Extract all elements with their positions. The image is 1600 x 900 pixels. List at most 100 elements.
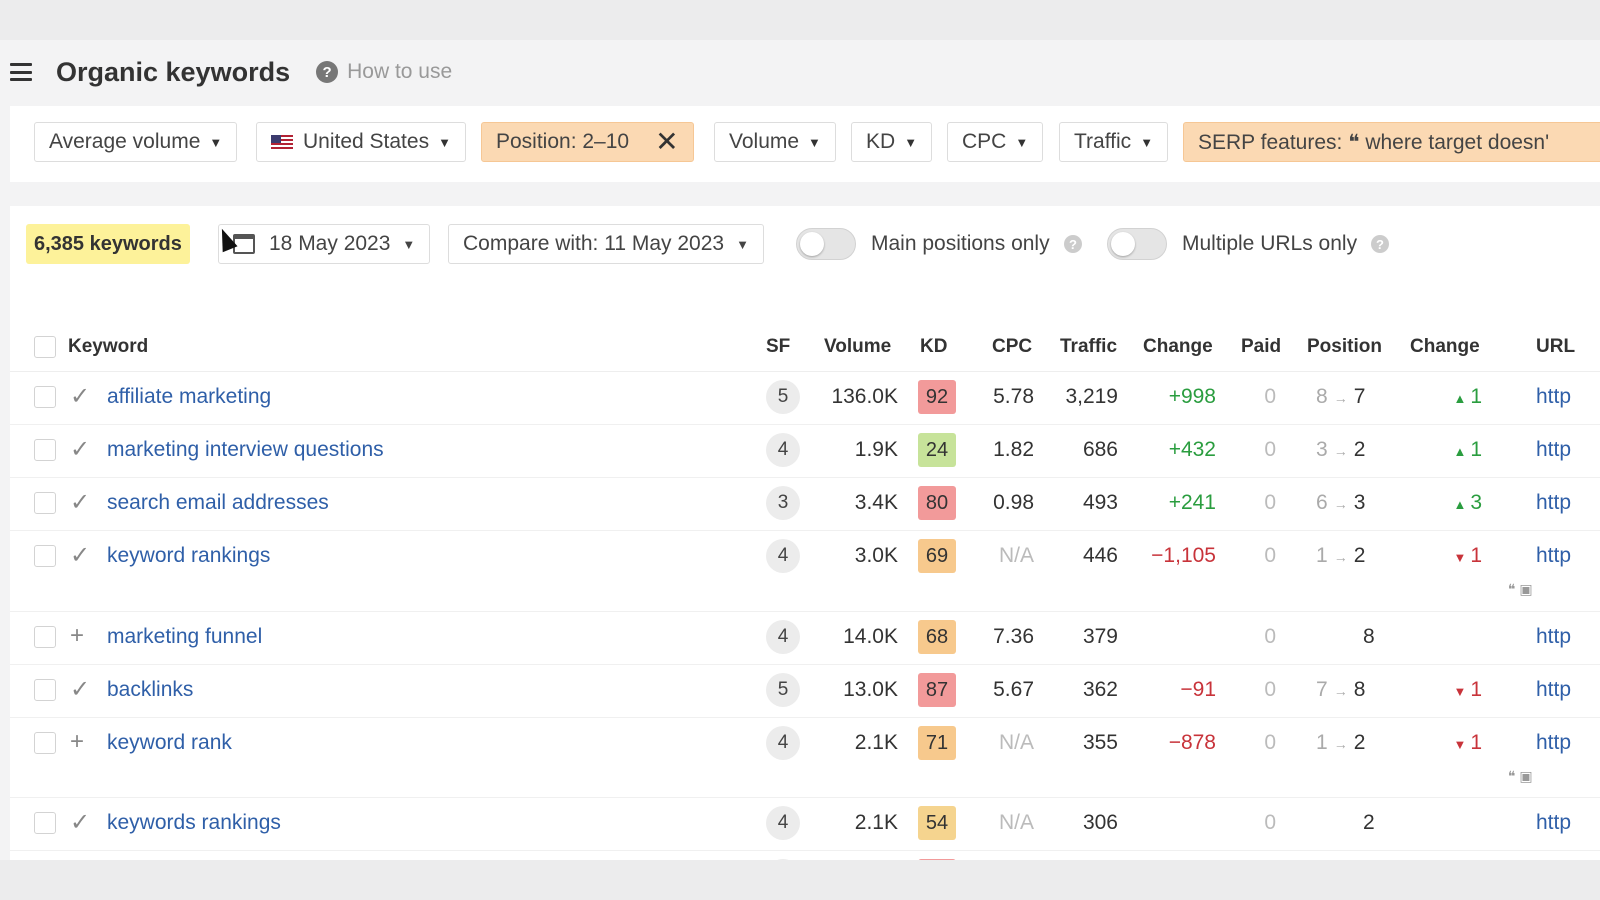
table-row[interactable]: ✓ backlinks 5 13.0K 87 5.67 362 −91 0 7 →…	[10, 665, 1600, 718]
multiple-urls-toggle[interactable]	[1107, 228, 1167, 260]
col-paid[interactable]: Paid	[1241, 336, 1282, 357]
check-icon[interactable]: ✓	[70, 489, 91, 516]
paid-value: 0	[1264, 731, 1276, 754]
kd-dropdown[interactable]: KD ▼	[851, 122, 933, 162]
how-to-use-link[interactable]: How to use	[347, 60, 453, 83]
serp-features-count[interactable]: 4	[766, 726, 800, 760]
main-positions-help-icon[interactable]: ?	[1064, 235, 1082, 253]
multiple-urls-label: Multiple URLs only	[1182, 232, 1358, 255]
help-icon[interactable]: ?	[316, 61, 339, 83]
triangle-up-icon: ▲	[1453, 497, 1467, 512]
col-volume[interactable]: Volume	[824, 336, 892, 357]
serp-features-count[interactable]: 4	[766, 859, 800, 860]
table-row[interactable]: ✓ how to do seo 4 2.6K 88 6.76 273 +55 0…	[10, 851, 1600, 860]
position-from: 1	[1316, 731, 1328, 754]
keyword-link[interactable]: backlinks	[107, 678, 194, 701]
arrow-right-icon: →	[1333, 736, 1348, 752]
col-url[interactable]: URL	[1536, 336, 1576, 357]
multiple-urls-help-icon[interactable]: ?	[1371, 235, 1389, 253]
volume-dropdown[interactable]: Volume ▼	[714, 122, 836, 162]
serp-features-filter[interactable]: SERP features: ❝ where target doesn'	[1183, 122, 1600, 162]
keyword-link[interactable]: keywords rankings	[107, 811, 281, 834]
url-link[interactable]: http	[1536, 811, 1572, 834]
serp-features-count[interactable]: 3	[766, 486, 800, 520]
serp-features-count[interactable]: 4	[766, 433, 800, 467]
url-link[interactable]: http	[1536, 438, 1572, 461]
cpc-value: 5.78	[993, 385, 1034, 408]
row-checkbox[interactable]	[34, 812, 56, 834]
row-checkbox[interactable]	[34, 439, 56, 461]
position-from: 8	[1316, 385, 1328, 408]
url-link[interactable]: http	[1536, 678, 1572, 701]
table-row[interactable]: ✓ search email addresses 3 3.4K 80 0.98 …	[10, 478, 1600, 531]
position-change-cell: ▼ 1	[1430, 678, 1482, 702]
traffic-change-value: +241	[1168, 491, 1216, 514]
url-link[interactable]: http	[1536, 491, 1572, 514]
traffic-dropdown[interactable]: Traffic ▼	[1059, 122, 1169, 162]
check-icon[interactable]: ✓	[70, 542, 91, 569]
volume-value: 13.0K	[843, 678, 898, 701]
clear-filter-icon[interactable]: ✕	[655, 126, 679, 157]
keyword-link[interactable]: search email addresses	[107, 491, 329, 514]
row-checkbox[interactable]	[34, 626, 56, 648]
table-row[interactable]: ✓ keywords rankings 4 2.1K 54 N/A 306 0 …	[10, 798, 1600, 851]
col-keyword[interactable]: Keyword	[68, 336, 149, 357]
keyword-link[interactable]: keyword rank	[107, 731, 232, 754]
row-checkbox[interactable]	[34, 679, 56, 701]
check-icon[interactable]: ✓	[70, 436, 91, 463]
kd-badge: 80	[918, 486, 956, 520]
table-row[interactable]: ✓ affiliate marketing 5 136.0K 92 5.78 3…	[10, 372, 1600, 425]
plus-icon[interactable]: +	[70, 622, 85, 649]
serp-features-count[interactable]: 4	[766, 806, 800, 840]
page-header: Organic keywords ? How to use	[0, 40, 1600, 104]
compare-date-dropdown[interactable]: Compare with: 11 May 2023 ▼	[448, 224, 764, 264]
col-change[interactable]: Change	[1143, 336, 1213, 357]
col-sf[interactable]: SF	[766, 336, 791, 357]
volume-value: 2.1K	[854, 811, 898, 834]
col-position[interactable]: Position	[1307, 336, 1382, 357]
keyword-link[interactable]: keyword rankings	[107, 544, 271, 567]
table-row[interactable]: + keyword rank 4 2.1K 71 N/A 355 −878 0 …	[10, 718, 1600, 798]
plus-icon[interactable]: +	[70, 728, 85, 755]
col-kd[interactable]: KD	[920, 336, 948, 357]
col-position-change[interactable]: Change	[1410, 336, 1480, 357]
keyword-link[interactable]: affiliate marketing	[107, 385, 272, 408]
traffic-label: Traffic	[1074, 130, 1132, 153]
col-cpc[interactable]: CPC	[992, 336, 1033, 357]
paid-value: 0	[1264, 385, 1276, 408]
average-volume-dropdown[interactable]: Average volume ▼	[34, 122, 238, 162]
row-checkbox[interactable]	[34, 386, 56, 408]
date-picker[interactable]: 18 May 2023 ▼	[218, 224, 431, 264]
volume-value: 2.1K	[854, 731, 898, 754]
position-cell: 1 → 2	[1316, 544, 1365, 568]
position-cell: 8 → 7	[1316, 385, 1365, 409]
check-icon[interactable]: ✓	[70, 383, 91, 410]
country-dropdown[interactable]: United States ▼	[256, 122, 466, 162]
position-filter[interactable]: Position: 2–10 ✕	[481, 122, 694, 162]
check-icon[interactable]: ✓	[70, 809, 91, 836]
keyword-link[interactable]: marketing funnel	[107, 625, 263, 648]
row-checkbox[interactable]	[34, 732, 56, 754]
menu-icon[interactable]	[10, 63, 32, 81]
table-row[interactable]: ✓ keyword rankings 4 3.0K 69 N/A 446 −1,…	[10, 531, 1600, 612]
url-link[interactable]: http	[1536, 544, 1572, 567]
serp-features-count[interactable]: 5	[766, 673, 800, 707]
cpc-dropdown[interactable]: CPC ▼	[947, 122, 1044, 162]
check-icon[interactable]: ✓	[70, 676, 91, 703]
page-title: Organic keywords	[56, 56, 291, 87]
table-row[interactable]: ✓ marketing interview questions 4 1.9K 2…	[10, 425, 1600, 478]
url-link[interactable]: http	[1536, 731, 1572, 754]
keyword-link[interactable]: marketing interview questions	[107, 438, 384, 461]
position-cell: 8	[1316, 625, 1375, 649]
url-link[interactable]: http	[1536, 625, 1572, 648]
main-positions-toggle[interactable]	[796, 228, 856, 260]
url-link[interactable]: http	[1536, 385, 1572, 408]
serp-features-count[interactable]: 4	[766, 539, 800, 573]
row-checkbox[interactable]	[34, 545, 56, 567]
serp-features-count[interactable]: 5	[766, 380, 800, 414]
col-traffic[interactable]: Traffic	[1060, 336, 1118, 357]
serp-features-count[interactable]: 4	[766, 620, 800, 654]
select-all-checkbox[interactable]	[34, 336, 56, 358]
row-checkbox[interactable]	[34, 492, 56, 514]
table-row[interactable]: + marketing funnel 4 14.0K 68 7.36 379 0…	[10, 612, 1600, 665]
